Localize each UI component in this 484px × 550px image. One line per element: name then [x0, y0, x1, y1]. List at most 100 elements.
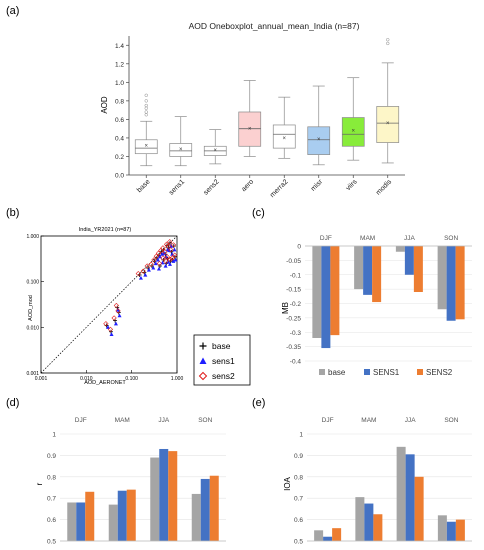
- x-tick-label: 0.001: [35, 376, 48, 382]
- point-sens1: [143, 272, 148, 277]
- y-tick-label: -0.3: [290, 330, 302, 337]
- box-mean-marker: ×: [386, 121, 390, 127]
- point-sens1: [172, 247, 177, 252]
- x-tick-label-viirs: viirs: [345, 178, 359, 192]
- box-mean-marker: ×: [179, 147, 183, 153]
- legend-swatch-sens1: [364, 369, 370, 375]
- bar-sens1-jja: [405, 454, 415, 541]
- point-sens2: [165, 243, 171, 249]
- category-label-MAM: MAM: [360, 235, 375, 242]
- panel-d-ylabel: r: [35, 482, 44, 485]
- point-sens2: [155, 250, 162, 256]
- y-tick-label: 1: [299, 432, 303, 439]
- point-sens2: [113, 302, 120, 309]
- point-base: [157, 264, 162, 269]
- panel-e-ylabel: IOA: [283, 476, 292, 490]
- point-sens1: [155, 257, 160, 262]
- box: [134, 139, 158, 155]
- one-to-one-line: [40, 235, 178, 374]
- box-outlier: [144, 110, 148, 114]
- box-outlier: [386, 38, 390, 42]
- y-tick-label: 0.5: [294, 539, 303, 546]
- box-mean-marker: ×: [144, 143, 148, 149]
- point-sens1: [153, 261, 158, 266]
- point-sens2: [160, 255, 166, 261]
- point-sens1: [146, 267, 151, 272]
- category-label-JJA: JJA: [158, 417, 170, 424]
- y-tick-label: 0.5: [47, 539, 56, 546]
- category-label-JJA: JJA: [405, 417, 417, 424]
- bar-sens2-mam: [126, 489, 136, 541]
- category-label-DJF: DJF: [75, 417, 87, 424]
- point-sens1: [163, 263, 168, 268]
- point-sens2: [153, 253, 159, 259]
- point-sens2: [167, 239, 173, 245]
- legend-swatch-sens2: [417, 369, 423, 375]
- legend-label-sens2: sens2: [212, 371, 235, 381]
- box: [272, 124, 296, 149]
- bar-sens2-jja: [413, 246, 423, 292]
- y-tick-label: 0.001: [26, 371, 39, 377]
- y-tick-label: -0.25: [286, 315, 301, 322]
- panel-a-boxplot: 0.0 0.2 0.4 0.6 0.8 1.0 1.2 1.4 × base × sens1 × sens…: [115, 36, 405, 199]
- category-label-DJF: DJF: [322, 417, 334, 424]
- y-tick-label: 0.7: [294, 496, 303, 503]
- y-tick-label: 0.8: [47, 474, 56, 481]
- x-tick-label-modis: modis: [375, 178, 394, 197]
- bar-base-jja: [395, 246, 405, 252]
- y-tick-label: 0.8: [294, 474, 303, 481]
- bar-sens2-djf: [85, 491, 95, 541]
- y-tick-label: -0.2: [290, 301, 302, 308]
- x-tick-label-base: base: [136, 178, 152, 194]
- y-tick-label: -0.1: [290, 272, 302, 279]
- bar-base-son: [437, 246, 447, 310]
- bar-base-jja: [150, 457, 160, 541]
- point-sens2: [140, 268, 146, 274]
- bar-base-mam: [355, 497, 365, 541]
- legend-marker-sens2: [198, 371, 208, 381]
- panel-c-bar-chart: 0 -0.05 -0.1 -0.15 -0.2 -0.25 -0.3 -0.35 -0.4 DJF…: [286, 235, 472, 377]
- panel-d-bar-chart: 0.5 0.6 0.7 0.8 0.9 1 DJF MAM JJA SON: [47, 417, 226, 546]
- point-sens2: [107, 326, 114, 333]
- panel-label-a: (a): [6, 5, 19, 17]
- bar-sens1-mam: [117, 490, 127, 541]
- y-tick-label: 0.100: [26, 280, 39, 286]
- panel-a-title: AOD Oneboxplot_annual_mean_India (n=87): [189, 21, 360, 31]
- bar-base-son: [191, 493, 201, 541]
- y-tick-label: 0.6: [294, 517, 303, 524]
- bar-sens1-jja: [404, 246, 414, 275]
- point-sens2: [164, 254, 170, 260]
- point-sens2: [135, 271, 141, 277]
- point-sens1: [166, 259, 171, 264]
- x-tick-label-sens1: sens1: [168, 178, 186, 196]
- x-tick-label: 0.100: [125, 376, 138, 382]
- bar-sens2-djf: [332, 528, 342, 541]
- point-sens2: [160, 245, 166, 251]
- box-mean-marker: ×: [213, 148, 217, 154]
- bar-sens1-son: [446, 246, 456, 321]
- y-tick-label: -0.35: [286, 344, 301, 351]
- bar-sens2-mam: [373, 514, 383, 541]
- legend-marker-base: [199, 342, 207, 350]
- panel-label-e: (e): [252, 397, 265, 409]
- y-tick-label: 0.6: [115, 117, 124, 124]
- panel-a-ylabel: AOD: [100, 96, 109, 114]
- point-sens1: [160, 251, 165, 256]
- category-label-DJF: DJF: [320, 235, 332, 242]
- category-label-JJA: JJA: [404, 235, 416, 242]
- point-sens1: [167, 262, 172, 266]
- panel-c-ylabel: MB: [281, 302, 290, 314]
- x-tick-label: 1.000: [171, 376, 184, 382]
- point-sens1: [109, 332, 114, 337]
- point-sens1: [171, 259, 176, 263]
- y-tick-label: 1.0: [115, 80, 124, 87]
- point-sens1: [105, 325, 110, 329]
- point-sens1: [138, 275, 143, 280]
- bar-base-djf: [67, 502, 77, 541]
- point-sens2: [151, 257, 157, 263]
- box-mean-marker: ×: [317, 137, 321, 143]
- point-sens2: [167, 256, 173, 262]
- point-sens1: [116, 307, 121, 312]
- y-tick-label: 1.4: [115, 43, 124, 50]
